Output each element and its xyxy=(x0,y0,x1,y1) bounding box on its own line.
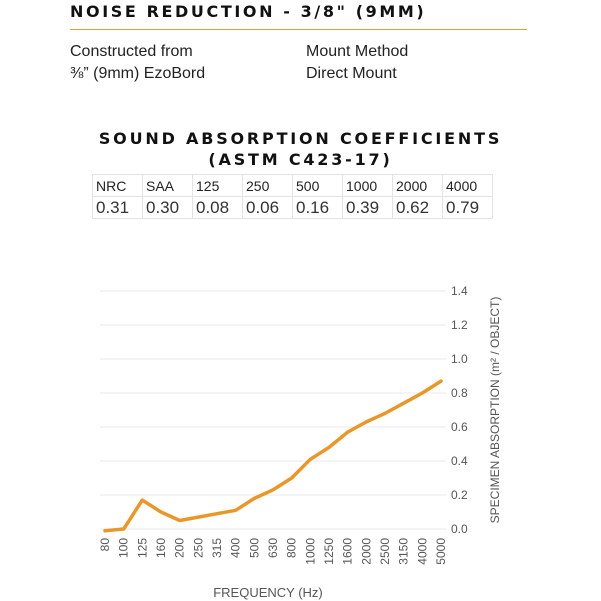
data-point xyxy=(327,445,331,449)
construction-spec: Constructed from ⅜” (9mm) EzoBord xyxy=(70,41,205,85)
y-axis-title: SPECIMEN ABSORPTION (m² / OBJECT) xyxy=(488,297,502,524)
coef-value-cell: 0.31 xyxy=(92,196,143,219)
coefficients-value-row: 0.31 0.30 0.08 0.06 0.16 0.39 0.62 0.79 xyxy=(92,196,493,219)
x-tick-label: 630 xyxy=(266,538,280,558)
data-point xyxy=(103,529,107,533)
x-tick-label: 2500 xyxy=(378,538,392,565)
data-point xyxy=(178,519,182,522)
y-tick-label: 0.0 xyxy=(451,522,468,536)
coef-header-cell: 500 xyxy=(292,174,343,197)
y-tick-label: 1.2 xyxy=(451,318,468,332)
x-tick-label: 5000 xyxy=(434,538,448,565)
data-point xyxy=(215,512,219,516)
x-tick-label: 1250 xyxy=(322,538,336,565)
coef-header-cell: 4000 xyxy=(442,174,493,197)
data-point xyxy=(122,527,126,531)
coef-value-cell: 0.08 xyxy=(192,196,243,219)
x-tick-label: 800 xyxy=(285,538,299,558)
x-tick-label: 125 xyxy=(135,538,149,558)
coef-value-cell: 0.39 xyxy=(342,196,393,219)
mount-label: Mount Method xyxy=(306,43,409,60)
coefficients-standard: (ASTM C423-17) xyxy=(208,150,393,169)
data-point xyxy=(290,476,294,480)
x-tick-label: 315 xyxy=(210,538,224,558)
y-tick-label: 0.6 xyxy=(451,420,468,434)
data-point xyxy=(439,379,443,383)
data-point xyxy=(402,401,406,405)
page-title: NOISE REDUCTION - 3/8" (9MM) xyxy=(70,2,427,21)
y-tick-label: 0.2 xyxy=(451,488,468,502)
coefficients-table: NRC SAA 125 250 500 1000 2000 4000 0.31 … xyxy=(92,174,493,219)
x-tick-label: 2000 xyxy=(359,538,373,565)
coef-value-cell: 0.16 xyxy=(292,196,343,219)
coef-value-cell: 0.62 xyxy=(392,196,443,219)
data-point xyxy=(252,496,256,500)
data-point xyxy=(346,430,350,434)
coef-value-cell: 0.06 xyxy=(242,196,293,219)
x-tick-label: 4000 xyxy=(415,538,429,565)
data-point xyxy=(383,411,387,415)
data-point xyxy=(420,391,424,395)
data-point xyxy=(159,510,163,514)
absorption-series-line xyxy=(103,379,443,533)
data-point xyxy=(234,508,238,512)
data-point xyxy=(271,488,275,492)
y-tick-label: 1.4 xyxy=(451,284,468,298)
y-tick-label: 0.8 xyxy=(451,386,468,400)
x-tick-label: 1000 xyxy=(303,538,317,565)
y-tick-label: 0.4 xyxy=(451,454,468,468)
x-axis-title: FREQUENCY (Hz) xyxy=(213,585,323,600)
x-tick-label: 500 xyxy=(247,538,261,558)
x-tick-label: 200 xyxy=(173,538,187,558)
coefficients-title: SOUND ABSORPTION COEFFICIENTS xyxy=(98,129,503,148)
data-point xyxy=(196,515,200,519)
x-tick-label: 160 xyxy=(154,538,168,558)
mount-value: Direct Mount xyxy=(306,65,397,82)
x-tick-label: 3150 xyxy=(397,538,411,565)
coef-header-cell: 1000 xyxy=(342,174,393,197)
coef-value-cell: 0.79 xyxy=(442,196,493,219)
data-point xyxy=(308,457,312,461)
title-divider xyxy=(70,29,527,30)
x-tick-label: 1600 xyxy=(341,538,355,565)
x-tick-label: 400 xyxy=(229,538,243,558)
constructed-value: ⅜” (9mm) EzoBord xyxy=(70,65,206,82)
x-tick-label: 80 xyxy=(98,538,112,552)
data-point xyxy=(140,498,144,502)
constructed-label: Constructed from xyxy=(70,43,193,60)
x-tick-label: 100 xyxy=(117,538,131,558)
coefficients-header-row: NRC SAA 125 250 500 1000 2000 4000 xyxy=(92,174,493,197)
data-point xyxy=(364,420,368,424)
y-tick-label: 1.0 xyxy=(451,352,468,366)
mount-spec: Mount Method Direct Mount xyxy=(306,41,408,85)
coef-value-cell: 0.30 xyxy=(142,196,193,219)
x-tick-label: 250 xyxy=(191,538,205,558)
